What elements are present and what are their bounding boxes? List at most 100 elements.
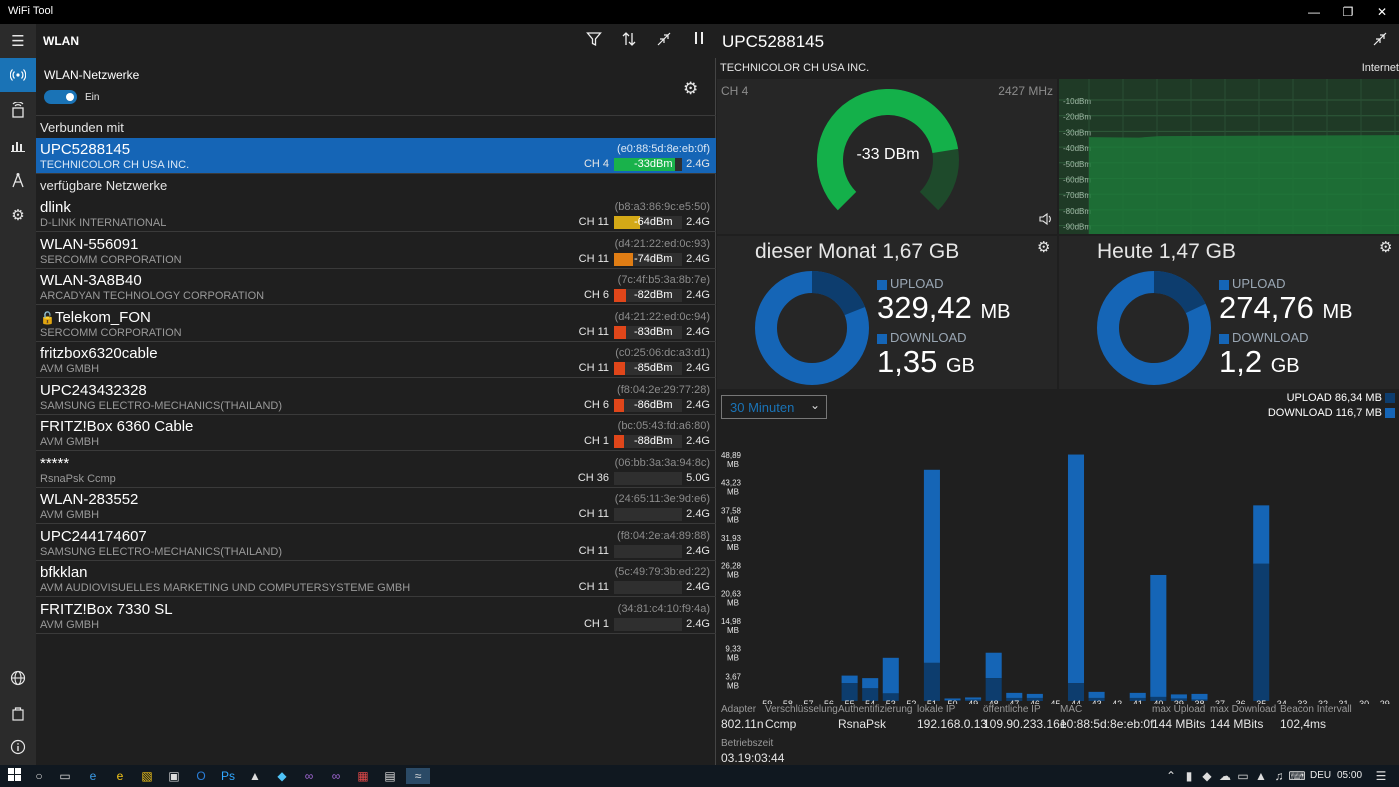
action-center-icon[interactable]: ☰ bbox=[1375, 769, 1387, 783]
tray-chevron-up-icon[interactable]: ⌃ bbox=[1165, 769, 1177, 783]
wifi-tool-taskbar-icon[interactable]: ≈ bbox=[406, 768, 430, 784]
expand-icon[interactable] bbox=[1372, 31, 1394, 53]
minimize-icon[interactable]: — bbox=[1308, 5, 1320, 19]
app-icon-3[interactable]: ▦ bbox=[357, 769, 369, 783]
network-row[interactable]: UPC243432328 SAMSUNG ELECTRO-MECHANICS(TH… bbox=[36, 379, 716, 415]
y-tick-unit: MB bbox=[727, 681, 739, 690]
visual-studio-icon-2[interactable]: ∞ bbox=[331, 769, 341, 783]
network-mac: (e0:88:5d:8e:eb:0f) bbox=[617, 143, 710, 155]
taskbar: ○ ▭ e e ▧ ▣ O Ps ▲ ◆ ∞ ∞ ▦ ▤ ≈ ⌃ ▮ ◆ ☁ ▭… bbox=[0, 765, 1399, 787]
search-circle-icon[interactable]: ○ bbox=[35, 769, 43, 783]
x-tick-label: 32 bbox=[1318, 699, 1328, 704]
x-tick-label: 35 bbox=[1256, 699, 1266, 704]
photoshop-icon[interactable]: Ps bbox=[220, 769, 235, 783]
tray-language[interactable]: DEU bbox=[1310, 770, 1332, 781]
network-ssid: UPC5288145 bbox=[40, 141, 131, 158]
wlan-title: WLAN bbox=[43, 34, 79, 48]
windows-start-icon[interactable] bbox=[5, 768, 23, 784]
network-channel: CH 11 bbox=[578, 362, 609, 374]
y-tick-label: 37,58 bbox=[721, 506, 742, 515]
network-ssid: FRITZ!Box 6360 Cable bbox=[40, 418, 194, 435]
x-tick-label: 31 bbox=[1339, 699, 1349, 704]
y-tick-unit: MB bbox=[727, 571, 739, 580]
tray-cloud-icon[interactable]: ☁ bbox=[1219, 769, 1231, 783]
app-icon-1[interactable]: ▲ bbox=[249, 769, 261, 783]
network-row[interactable]: fritzbox6320cable AVM GMBH (c0:25:06:dc:a3… bbox=[36, 342, 716, 378]
sort-icon[interactable] bbox=[618, 31, 640, 53]
network-row[interactable]: FRITZ!Box 7330 SL AVM GMBH (34:81:c4:10:f9… bbox=[36, 598, 716, 634]
network-channel: CH 36 bbox=[577, 471, 609, 484]
network-row[interactable]: WLAN-556091 SERCOMM CORPORATION (d4:21:22:… bbox=[36, 233, 716, 269]
outlook-icon[interactable]: O bbox=[196, 769, 206, 783]
globe-icon[interactable] bbox=[0, 661, 36, 695]
hamburger-menu-icon[interactable]: ☰ bbox=[11, 33, 25, 50]
store-bag-icon[interactable] bbox=[0, 696, 36, 730]
network-row[interactable]: UPC244174607 SAMSUNG ELECTRO-MECHANICS(TH… bbox=[36, 525, 716, 561]
tray-volume-icon[interactable]: ♫ bbox=[1274, 769, 1284, 783]
speaker-icon[interactable] bbox=[1038, 212, 1052, 229]
network-row[interactable]: 🔓Telekom_FON SERCOMM CORPORATION (d4:21:22… bbox=[36, 306, 716, 342]
wlan-settings-gear-icon[interactable]: ⚙ bbox=[683, 79, 699, 98]
wifi-antenna-icon[interactable] bbox=[0, 58, 36, 92]
signal-fill bbox=[614, 158, 676, 171]
edge-icon[interactable]: e bbox=[89, 769, 97, 783]
toggle-state-label: Ein bbox=[85, 92, 100, 103]
upload-bar bbox=[965, 699, 982, 701]
today-download-value: 1,2 GB bbox=[1219, 344, 1300, 379]
ie-icon[interactable]: e bbox=[116, 769, 124, 783]
collapse-icon[interactable] bbox=[653, 31, 675, 53]
tray-wifi-icon[interactable]: ▲ bbox=[1255, 769, 1267, 783]
info-icon[interactable] bbox=[0, 730, 36, 764]
network-row[interactable]: ***** RsnaPsk Ccmp (06:bb:3a:3a:94:8c) CH 3… bbox=[36, 452, 716, 488]
folder-icon[interactable]: ▧ bbox=[141, 769, 153, 783]
tray-power-icon[interactable]: ▭ bbox=[1237, 769, 1249, 783]
network-row[interactable]: FRITZ!Box 6360 Cable AVM GMBH (bc:05:43:fd… bbox=[36, 415, 716, 451]
photos-icon[interactable]: ▤ bbox=[384, 769, 396, 783]
visual-studio-icon[interactable]: ∞ bbox=[304, 769, 314, 783]
settings-gear-icon[interactable]: ⚙ bbox=[11, 207, 25, 224]
network-row[interactable]: WLAN-3A8B40 ARCADYAN TECHNOLOGY CORPORATI… bbox=[36, 269, 716, 305]
signal-fill bbox=[614, 435, 624, 448]
signal-dbm: -82dBm bbox=[634, 289, 673, 301]
x-tick-label: 47 bbox=[1009, 699, 1019, 704]
network-tower-icon[interactable] bbox=[0, 163, 36, 197]
bar-chart-icon[interactable] bbox=[0, 128, 36, 162]
today-title: Heute 1,47 GB bbox=[1097, 240, 1236, 263]
pause-icon[interactable] bbox=[688, 31, 710, 53]
task-view-icon[interactable]: ▭ bbox=[59, 769, 71, 783]
info-value: 102,4ms bbox=[1280, 717, 1327, 731]
restore-icon[interactable]: ❐ bbox=[1342, 5, 1354, 19]
network-ssid: ***** bbox=[40, 454, 70, 472]
router-icon[interactable] bbox=[0, 93, 36, 127]
tray-dropbox-icon[interactable]: ◆ bbox=[1202, 769, 1212, 783]
signal-axis-label: -70dBm bbox=[1063, 191, 1091, 200]
close-icon[interactable]: ✕ bbox=[1376, 5, 1388, 19]
detail-ssid: UPC5288145 bbox=[722, 32, 825, 51]
wlan-networks-label: WLAN-Netzwerke bbox=[44, 68, 140, 82]
connected-network-row[interactable]: UPC5288145 TECHNICOLOR CH USA INC. (e0:8… bbox=[36, 138, 716, 174]
store-icon[interactable]: ▣ bbox=[168, 769, 180, 783]
network-row[interactable]: dlink D-LINK INTERNATIONAL (b8:a3:86:9c:e5… bbox=[36, 196, 716, 232]
tray-clock[interactable]: 05:00 bbox=[1337, 770, 1363, 781]
network-band: 2.4G bbox=[686, 325, 710, 338]
time-range-select[interactable]: 30 Minuten ⌄ bbox=[721, 395, 827, 419]
info-key: max Download bbox=[1210, 704, 1277, 715]
adapter-info-strip: Adapter 802.11n Verschlüsselung Ccmp Authent… bbox=[721, 704, 1399, 734]
tray-battery-icon[interactable]: ▮ bbox=[1185, 769, 1193, 783]
gauge-frequency: 2427 MHz bbox=[998, 84, 1053, 98]
app-icon-2[interactable]: ◆ bbox=[277, 769, 287, 783]
network-row[interactable]: WLAN-283552 AVM GMBH (24:65:11:3e:9d:e6) CH… bbox=[36, 488, 716, 524]
network-mac: (7c:4f:b5:3a:8b:7e) bbox=[617, 274, 710, 286]
today-settings-gear-icon[interactable]: ⚙ bbox=[1379, 239, 1393, 256]
network-channel: CH 4 bbox=[583, 158, 609, 170]
download-bar bbox=[1067, 454, 1085, 684]
month-settings-gear-icon[interactable]: ⚙ bbox=[1037, 239, 1051, 256]
tray-keyboard-icon[interactable]: ⌨ bbox=[1288, 769, 1306, 783]
signal-bar bbox=[614, 544, 682, 558]
network-vendor: D-LINK INTERNATIONAL bbox=[40, 217, 167, 229]
today-upload-value: 274,76 MB bbox=[1219, 290, 1353, 325]
filter-icon[interactable] bbox=[583, 31, 605, 53]
signal-fill bbox=[614, 325, 626, 339]
wlan-toggle-switch[interactable] bbox=[44, 90, 77, 104]
network-row[interactable]: bfkklan AVM AUDIOVISUELLES MARKETING UND … bbox=[36, 561, 716, 597]
